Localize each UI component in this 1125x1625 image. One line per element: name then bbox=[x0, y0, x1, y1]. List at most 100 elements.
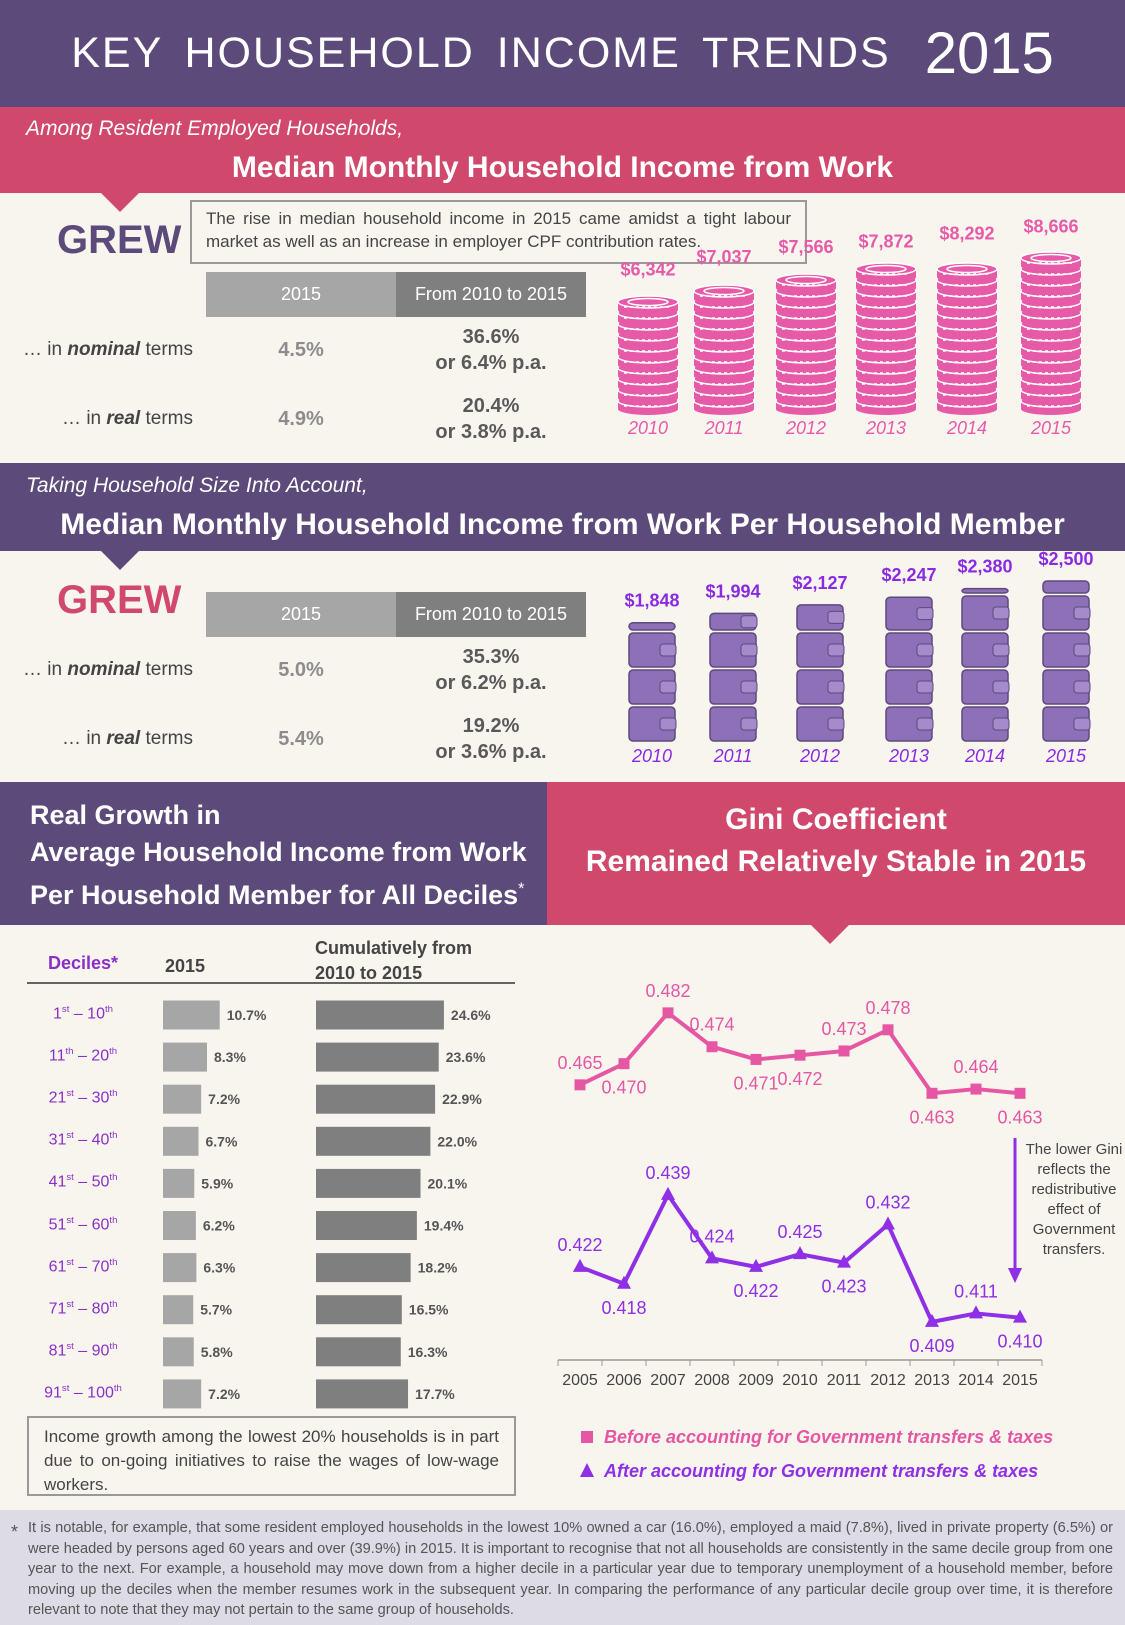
x-tick-label: 2011 bbox=[713, 746, 753, 766]
coin-face bbox=[865, 264, 907, 274]
label-part: terms bbox=[140, 408, 193, 429]
data-label: 0.439 bbox=[645, 1163, 690, 1183]
section-heading: Median Monthly Household Income from Wor… bbox=[60, 508, 1065, 541]
data-label: 6.3% bbox=[203, 1260, 235, 1276]
wallet-flap bbox=[992, 606, 1010, 620]
coin-face bbox=[1030, 253, 1072, 263]
marker bbox=[749, 1258, 763, 1272]
title: KEY HOUSEHOLD INCOME TRENDS bbox=[71, 29, 891, 77]
marker bbox=[750, 1053, 762, 1065]
bar bbox=[316, 1000, 444, 1030]
x-tick-label: 2011 bbox=[827, 1372, 862, 1389]
x-tick-label: 2012 bbox=[870, 1372, 906, 1389]
label-part: terms bbox=[140, 728, 193, 749]
deciles-heading-box: Real Growth in Average Household Income … bbox=[0, 782, 547, 925]
coin-stack bbox=[617, 295, 679, 415]
x-tick-label: 2013 bbox=[914, 1372, 950, 1389]
marker bbox=[661, 1186, 675, 1200]
category-label: 71st – 80th bbox=[48, 1298, 118, 1318]
row-label: … in real terms bbox=[0, 408, 193, 430]
label-part: … in bbox=[23, 659, 68, 680]
category-label: 61st – 70th bbox=[48, 1256, 118, 1275]
x-tick-label: 2010 bbox=[631, 746, 672, 766]
marker bbox=[794, 1049, 806, 1061]
data-label: 5.9% bbox=[201, 1175, 233, 1191]
data-label: 0.423 bbox=[821, 1277, 866, 1297]
category-label: 1st – 10th bbox=[53, 1004, 113, 1023]
note-box: Income growth among the lowest 20% house… bbox=[27, 1416, 516, 1496]
data-label: 0.422 bbox=[557, 1235, 602, 1255]
section-intro: Among Resident Employed Households, bbox=[26, 117, 404, 140]
wallet bbox=[961, 587, 1009, 594]
x-tick-label: 2005 bbox=[562, 1372, 598, 1389]
data-label: $8,666 bbox=[1023, 217, 1078, 237]
gini-heading: Gini Coefficient Remained Relatively Sta… bbox=[547, 799, 1125, 883]
wallet-flap bbox=[827, 680, 845, 694]
bar bbox=[163, 1126, 199, 1156]
column-header: Cumulatively from 2010 to 2015 bbox=[315, 938, 473, 983]
label-part: nominal bbox=[67, 659, 141, 680]
bar bbox=[316, 1168, 421, 1198]
data-label: $2,127 bbox=[792, 573, 847, 593]
data-label: 6.7% bbox=[206, 1133, 238, 1149]
data-label: 0.463 bbox=[997, 1107, 1042, 1127]
section-band bbox=[0, 107, 1125, 193]
column-header: From 2010 to 2015 bbox=[396, 272, 586, 317]
data-label: 0.482 bbox=[645, 981, 690, 1001]
note-box: The rise in median household income in 2… bbox=[190, 200, 807, 264]
x-tick-label: 2007 bbox=[650, 1372, 686, 1389]
cell-value: 35.3% bbox=[462, 646, 520, 668]
x-tick-label: 2008 bbox=[694, 1372, 730, 1389]
marker bbox=[705, 1250, 719, 1264]
data-label: 0.470 bbox=[601, 1078, 646, 1098]
legend-marker bbox=[580, 1463, 594, 1477]
heading-line: Gini Coefficient bbox=[725, 803, 947, 836]
marker bbox=[925, 1313, 939, 1327]
marker bbox=[1014, 1087, 1026, 1099]
label-part: real bbox=[106, 408, 141, 429]
x-tick-label: 2014 bbox=[946, 418, 987, 438]
marker bbox=[662, 1007, 674, 1019]
marker bbox=[617, 1275, 631, 1289]
data-label: 0.473 bbox=[821, 1019, 866, 1039]
coin-face bbox=[946, 264, 988, 274]
data-label: $1,994 bbox=[705, 581, 760, 601]
label-part: terms bbox=[140, 339, 193, 360]
x-tick-label: 2013 bbox=[865, 418, 906, 438]
x-tick-label: 2014 bbox=[958, 1372, 994, 1389]
category-label: 81st – 90th bbox=[48, 1340, 118, 1360]
coin-stack bbox=[1020, 251, 1082, 415]
category-label: 11th – 20th bbox=[48, 1046, 118, 1065]
bar bbox=[163, 1253, 197, 1283]
section-intro: Taking Household Size Into Account, bbox=[26, 474, 368, 497]
x-tick-label: 2015 bbox=[1002, 1372, 1038, 1389]
wallet bbox=[1042, 580, 1090, 594]
x-tick-label: 2012 bbox=[785, 418, 826, 438]
coin-stack bbox=[775, 273, 837, 415]
wallet-flap bbox=[740, 680, 758, 694]
category-label: 31st – 40th bbox=[48, 1130, 118, 1149]
label-part: … in bbox=[62, 408, 107, 429]
status: GREW bbox=[57, 218, 182, 262]
marker bbox=[1013, 1309, 1027, 1323]
x-tick-label: 2015 bbox=[1030, 418, 1072, 438]
data-label: 16.3% bbox=[408, 1344, 448, 1360]
data-label: 24.6% bbox=[451, 1007, 491, 1023]
bar bbox=[316, 1295, 402, 1325]
data-label: 22.0% bbox=[437, 1133, 477, 1149]
marker bbox=[882, 1024, 894, 1036]
data-label: 0.418 bbox=[601, 1298, 646, 1318]
x-tick-label: 2014 bbox=[964, 746, 1005, 766]
x-tick-label: 2013 bbox=[888, 746, 929, 766]
column-header: From 2010 to 2015 bbox=[396, 592, 586, 637]
bar bbox=[316, 1211, 417, 1240]
column-header: 2015 bbox=[206, 592, 396, 637]
notch bbox=[810, 924, 850, 944]
bar bbox=[163, 1168, 195, 1198]
marker bbox=[573, 1258, 587, 1272]
wallet-flap bbox=[1073, 717, 1091, 731]
data-label: $2,380 bbox=[957, 557, 1012, 577]
data-label: 17.7% bbox=[415, 1386, 455, 1402]
data-label: 0.411 bbox=[954, 1281, 998, 1301]
column-header: 2015 bbox=[206, 272, 396, 317]
